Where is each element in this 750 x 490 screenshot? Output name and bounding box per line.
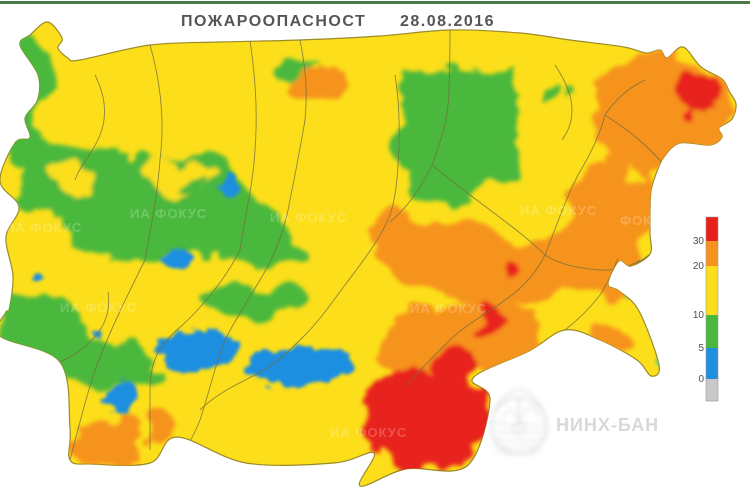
svg-text:10: 10 — [693, 310, 705, 321]
svg-text:30: 30 — [693, 236, 705, 247]
svg-text:ИА ФОКУС: ИА ФОКУС — [130, 206, 207, 221]
svg-text:ИА ФОКУС: ИА ФОКУС — [330, 425, 407, 440]
svg-text:ФОКУС: ФОКУС — [620, 213, 672, 228]
svg-text:5: 5 — [698, 343, 704, 354]
svg-text:ИА ФОКУС: ИА ФОКУС — [410, 301, 487, 316]
svg-text:ИА ФОКУС: ИА ФОКУС — [5, 220, 82, 235]
svg-text:НИНХ-БАН: НИНХ-БАН — [556, 415, 659, 435]
svg-text:ИА ФОКУС: ИА ФОКУС — [60, 300, 137, 315]
svg-text:ИА ФОКУС: ИА ФОКУС — [270, 210, 347, 225]
svg-text:0: 0 — [698, 374, 704, 385]
svg-text:20: 20 — [693, 261, 705, 272]
svg-text:ИА ФОКУС: ИА ФОКУС — [520, 203, 597, 218]
